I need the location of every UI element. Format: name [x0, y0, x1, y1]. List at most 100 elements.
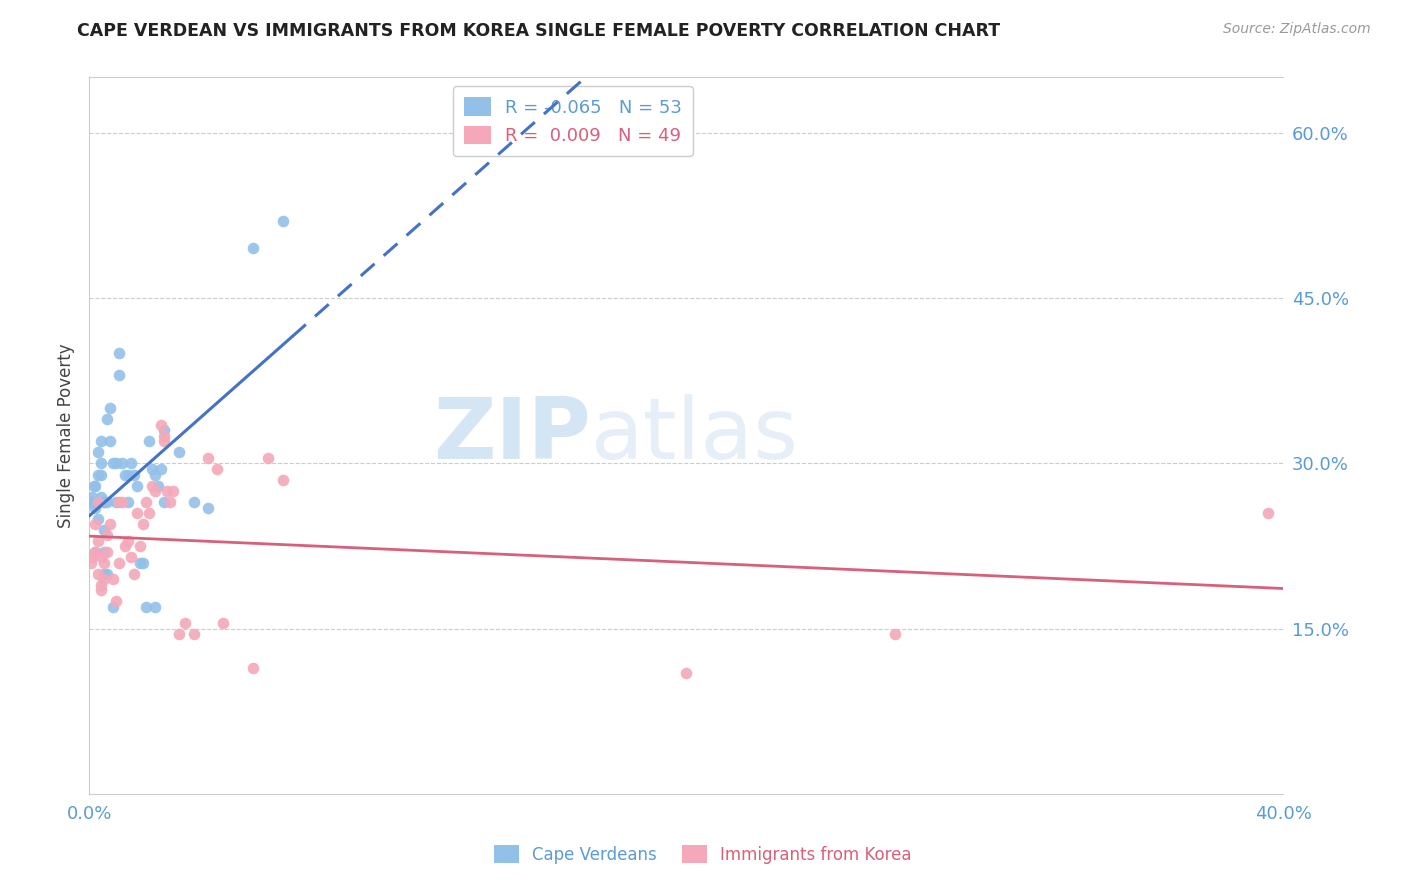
Point: [87, 533, 110, 548]
Point: [122, 467, 145, 482]
Point: [207, 462, 229, 476]
Point: [93, 556, 115, 570]
Point: [93, 545, 115, 559]
Point: [120, 457, 142, 471]
Text: atlas: atlas: [591, 394, 799, 477]
Point: [104, 457, 127, 471]
Point: [152, 423, 174, 437]
Point: [117, 467, 139, 482]
Point: [197, 500, 219, 515]
Point: [96, 412, 118, 426]
Point: [183, 495, 205, 509]
Point: [96, 545, 118, 559]
Point: [108, 556, 131, 570]
Point: [93, 566, 115, 581]
Point: [149, 417, 172, 432]
Point: [84, 478, 107, 492]
Point: [80, 495, 103, 509]
Point: [87, 495, 110, 509]
Point: [84, 545, 107, 559]
Point: [128, 539, 150, 553]
Point: [87, 467, 110, 482]
Point: [104, 594, 127, 608]
Point: [90, 583, 112, 598]
Point: [675, 666, 697, 681]
Point: [93, 523, 115, 537]
Point: [90, 578, 112, 592]
Legend: R = -0.065   N = 53, R =  0.009   N = 49: R = -0.065 N = 53, R = 0.009 N = 49: [453, 87, 693, 156]
Point: [143, 467, 166, 482]
Legend: Cape Verdeans, Immigrants from Korea: Cape Verdeans, Immigrants from Korea: [488, 838, 918, 871]
Point: [135, 599, 157, 614]
Point: [93, 495, 115, 509]
Point: [114, 539, 136, 553]
Point: [101, 572, 124, 586]
Point: [167, 445, 190, 459]
Point: [242, 241, 264, 255]
Point: [141, 478, 163, 492]
Point: [138, 434, 160, 449]
Point: [152, 495, 174, 509]
Point: [96, 528, 118, 542]
Point: [271, 473, 294, 487]
Point: [183, 627, 205, 641]
Y-axis label: Single Female Poverty: Single Female Poverty: [58, 343, 75, 528]
Point: [125, 506, 148, 520]
Point: [143, 484, 166, 499]
Point: [197, 450, 219, 465]
Point: [884, 627, 907, 641]
Point: [117, 495, 139, 509]
Point: [79, 495, 101, 509]
Point: [101, 599, 124, 614]
Point: [138, 506, 160, 520]
Point: [132, 517, 155, 532]
Text: Source: ZipAtlas.com: Source: ZipAtlas.com: [1223, 22, 1371, 37]
Point: [80, 490, 103, 504]
Point: [87, 445, 110, 459]
Point: [84, 517, 107, 532]
Point: [125, 478, 148, 492]
Point: [143, 599, 166, 614]
Text: ZIP: ZIP: [433, 394, 591, 477]
Point: [1257, 506, 1279, 520]
Point: [90, 490, 112, 504]
Point: [146, 478, 169, 492]
Point: [159, 495, 181, 509]
Point: [257, 450, 280, 465]
Point: [101, 457, 124, 471]
Point: [108, 495, 131, 509]
Point: [93, 572, 115, 586]
Point: [104, 495, 127, 509]
Point: [90, 467, 112, 482]
Point: [117, 533, 139, 548]
Point: [135, 495, 157, 509]
Point: [120, 550, 142, 565]
Point: [90, 457, 112, 471]
Point: [87, 511, 110, 525]
Point: [98, 517, 121, 532]
Point: [111, 457, 134, 471]
Point: [167, 627, 190, 641]
Point: [242, 660, 264, 674]
Point: [96, 566, 118, 581]
Point: [90, 434, 112, 449]
Point: [87, 566, 110, 581]
Text: CAPE VERDEAN VS IMMIGRANTS FROM KOREA SINGLE FEMALE POVERTY CORRELATION CHART: CAPE VERDEAN VS IMMIGRANTS FROM KOREA SI…: [77, 22, 1001, 40]
Point: [93, 495, 115, 509]
Point: [271, 214, 294, 228]
Point: [84, 500, 107, 515]
Point: [212, 616, 235, 631]
Point: [84, 545, 107, 559]
Point: [111, 495, 134, 509]
Point: [122, 566, 145, 581]
Point: [80, 550, 103, 565]
Point: [83, 478, 105, 492]
Point: [98, 434, 121, 449]
Point: [79, 556, 101, 570]
Point: [128, 556, 150, 570]
Point: [98, 401, 121, 416]
Point: [162, 484, 184, 499]
Point: [108, 346, 131, 360]
Point: [114, 467, 136, 482]
Point: [173, 616, 195, 631]
